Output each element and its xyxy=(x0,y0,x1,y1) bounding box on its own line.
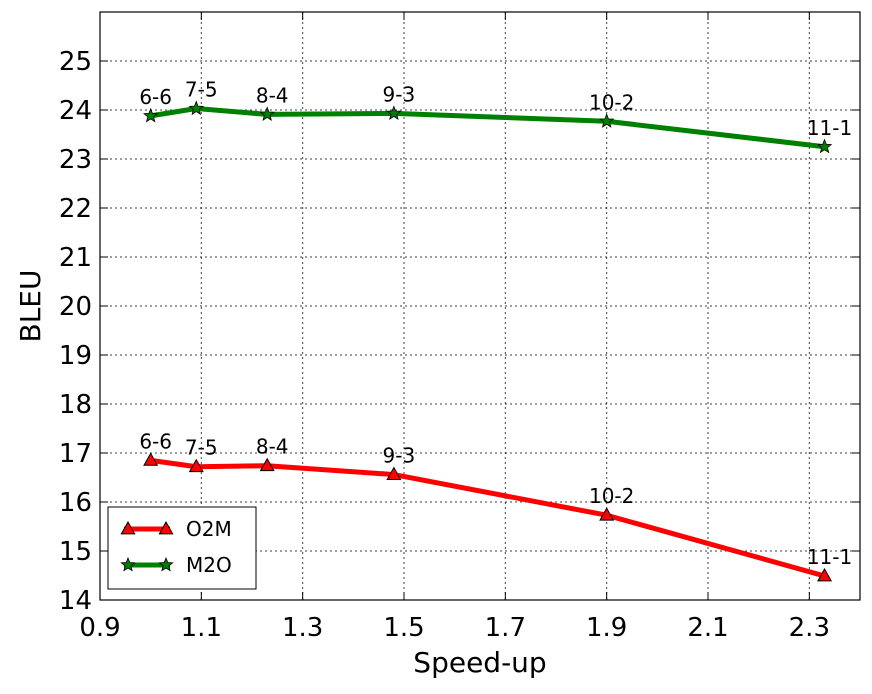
data-point-o2m xyxy=(259,457,275,472)
data-point-o2m xyxy=(143,452,159,466)
y-tick-label: 24 xyxy=(59,96,92,126)
y-tick-label: 22 xyxy=(59,194,92,224)
point-label-o2m: 10-2 xyxy=(589,484,634,508)
legend-entry-o2m: O2M xyxy=(120,517,232,541)
x-tick-label: 1.9 xyxy=(586,613,627,643)
series-line-m2o xyxy=(150,106,825,150)
data-point-m2o xyxy=(598,113,615,128)
y-axis-label: BLEU xyxy=(14,270,47,343)
point-label-o2m: 6-6 xyxy=(139,429,172,453)
legend-label-o2m: O2M xyxy=(186,517,232,541)
legend-marker-m2o xyxy=(158,556,174,572)
data-point-m2o xyxy=(259,106,275,121)
x-tick-label: 1.1 xyxy=(181,613,222,643)
data-point-o2m xyxy=(599,507,615,521)
point-label-m2o: 7-5 xyxy=(185,78,218,102)
y-tick-label: 19 xyxy=(59,341,92,371)
y-tick-label: 14 xyxy=(59,586,92,616)
grid xyxy=(99,12,860,601)
data-point-m2o xyxy=(816,138,833,154)
x-tick-label: 1.7 xyxy=(485,613,526,643)
y-tick-label: 15 xyxy=(59,537,92,567)
data-point-m2o xyxy=(188,100,204,116)
data-point-m2o xyxy=(142,107,159,123)
ticks: 0.9 1.1 1.3 1.5 1.7 1.9 2.1 2.3 14 15 16 17 18 19 20 21… xyxy=(59,12,860,643)
legend-marker-o2m xyxy=(120,520,136,535)
x-tick-label: 2.3 xyxy=(789,613,830,643)
x-tick-label: 2.1 xyxy=(687,613,728,643)
data-point-o2m xyxy=(188,458,204,473)
y-tick-label: 20 xyxy=(59,292,92,322)
x-tick-label: 1.3 xyxy=(282,613,323,643)
series-line-o2m xyxy=(150,457,826,579)
legend: O2M M2O xyxy=(107,506,257,590)
point-label-m2o: 6-6 xyxy=(139,85,172,109)
y-tick-label: 16 xyxy=(59,488,92,518)
y-tick-label: 18 xyxy=(59,390,92,420)
point-label-m2o: 11-1 xyxy=(807,116,852,140)
point-label-m2o: 9-3 xyxy=(383,82,416,106)
y-tick-label: 23 xyxy=(59,145,92,175)
point-label-m2o: 10-2 xyxy=(589,90,634,114)
legend-label-m2o: M2O xyxy=(186,553,232,577)
x-tick-label: 1.5 xyxy=(383,613,424,643)
legend-marker-o2m xyxy=(158,520,174,535)
x-tick-label: 0.9 xyxy=(79,613,120,643)
x-axis-label: Speed-up xyxy=(413,646,546,679)
series-layer: 6-6 7-5 8-4 9-3 10-2 11-1 6-6 7-5 8-4 9-3 10-2 11-1 xyxy=(139,78,852,582)
point-label-o2m: 8-4 xyxy=(256,435,289,459)
point-label-o2m: 9-3 xyxy=(383,444,416,468)
data-point-o2m xyxy=(386,466,402,480)
point-label-m2o: 8-4 xyxy=(256,83,289,107)
legend-box xyxy=(107,506,257,590)
series-m2o: 6-6 7-5 8-4 9-3 10-2 11-1 xyxy=(139,78,852,154)
point-label-o2m: 7-5 xyxy=(185,436,218,460)
legend-marker-m2o xyxy=(120,556,136,572)
point-label-o2m: 11-1 xyxy=(807,545,852,569)
y-tick-label: 21 xyxy=(59,243,92,273)
y-tick-label: 25 xyxy=(59,47,92,77)
data-point-m2o xyxy=(386,105,402,120)
series-o2m: 6-6 7-5 8-4 9-3 10-2 11-1 xyxy=(139,429,852,582)
legend-entry-m2o: M2O xyxy=(120,553,232,577)
y-tick-label: 17 xyxy=(59,439,92,469)
data-point-o2m xyxy=(817,567,833,582)
